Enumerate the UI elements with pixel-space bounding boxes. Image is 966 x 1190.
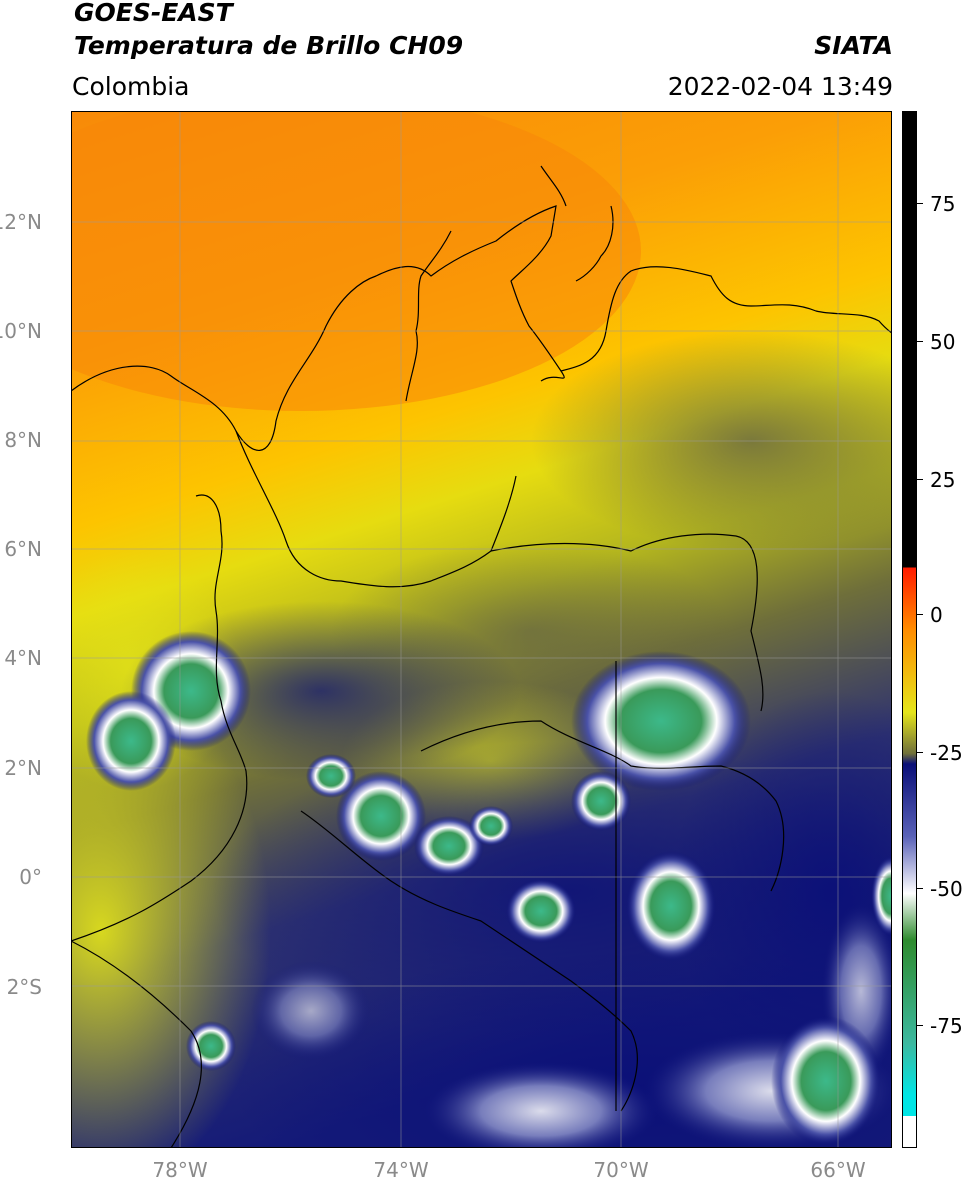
lat-tick-label: 8°N bbox=[4, 428, 42, 452]
lon-tick-label: 70°W bbox=[593, 1158, 649, 1182]
source-label: SIATA bbox=[814, 31, 893, 60]
lon-tick-label: 78°W bbox=[152, 1158, 208, 1182]
lat-tick-label: 6°N bbox=[4, 537, 42, 561]
colorbar-tick-label: 50 bbox=[930, 330, 956, 354]
lat-tick-label: 10°N bbox=[0, 319, 42, 343]
region-label: Colombia bbox=[72, 72, 190, 101]
lat-tick-label: 12°N bbox=[0, 210, 42, 234]
colorbar-tick-label: 25 bbox=[930, 468, 956, 492]
lon-tick-label: 66°W bbox=[810, 1158, 866, 1182]
colorbar-tick-label: 0 bbox=[930, 603, 943, 627]
borders-coastlines bbox=[71, 165, 892, 1148]
lat-tick-label: 4°N bbox=[4, 646, 42, 670]
colorbar bbox=[902, 111, 917, 1148]
lat-tick-label: 0° bbox=[19, 865, 42, 889]
colorbar-tick-label: 75 bbox=[930, 192, 956, 216]
satellite-map bbox=[71, 111, 892, 1148]
datetime-label: 2022-02-04 13:49 bbox=[667, 72, 893, 101]
graticule bbox=[71, 111, 892, 1148]
colorbar-tick-label: -25 bbox=[930, 741, 963, 765]
colorbar-tick-label: -50 bbox=[930, 877, 963, 901]
map-title-line1: GOES-EAST bbox=[74, 0, 233, 27]
colorbar-tick-label: -75 bbox=[930, 1014, 963, 1038]
lon-tick-label: 74°W bbox=[373, 1158, 429, 1182]
map-title-line2: Temperatura de Brillo CH09 bbox=[74, 31, 464, 60]
lat-tick-label: 2°N bbox=[4, 756, 42, 780]
brightness-temperature-field bbox=[71, 111, 892, 1148]
lat-tick-label: 2°S bbox=[6, 975, 42, 999]
